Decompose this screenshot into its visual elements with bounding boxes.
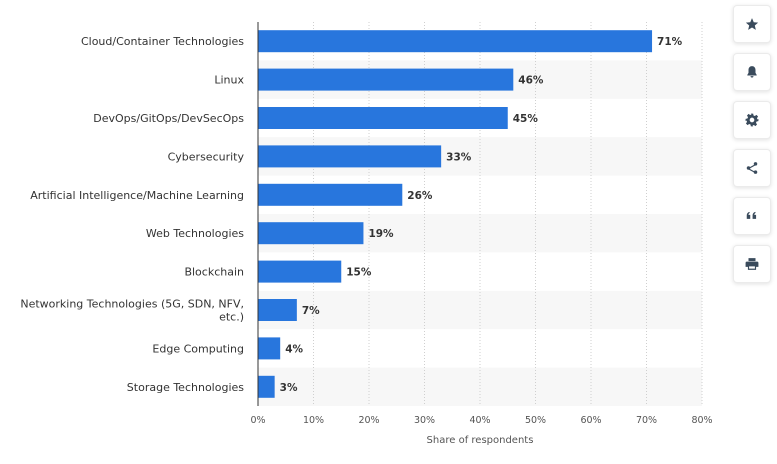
printer-icon [745,258,759,270]
print-button[interactable] [733,245,771,283]
value-label: 4% [285,343,303,355]
category-label: Networking Technologies (5G, SDN, NFV, et… [20,298,244,324]
side-toolbar [733,5,771,293]
category-label: Artificial Intelligence/Machine Learning [30,189,244,202]
x-tick-label: 60% [580,415,601,426]
x-tick-label: 0% [250,415,265,426]
value-label: 45% [513,113,539,125]
x-tick-label: 10% [303,415,324,426]
quote-icon [746,211,757,219]
x-tick-label: 80% [691,415,712,426]
bars [258,30,653,398]
favorite-button[interactable] [733,5,771,43]
x-tick-label: 40% [469,415,490,426]
value-label: 33% [446,151,472,163]
share-button[interactable] [733,149,771,187]
category-label: DevOps/GitOps/DevSecOps [93,112,244,125]
share-icon [746,162,758,174]
category-label: Linux [214,74,244,87]
bar-chart: Cloud/Container Technologies Linux DevOps/… [20,22,713,446]
value-labels: 71% 46% 45% 33% 26% 19% 15% 7% 4% 3% [280,36,683,394]
category-label: Blockchain [184,266,244,279]
bar[interactable] [258,68,514,91]
bar[interactable] [258,299,297,321]
category-label: Storage Technologies [127,381,244,394]
x-tick-label: 20% [358,415,379,426]
settings-button[interactable] [733,101,771,139]
bar[interactable] [258,337,281,360]
value-label: 71% [657,36,683,48]
bar[interactable] [258,375,275,398]
value-label: 26% [407,190,433,202]
value-label: 3% [280,382,298,394]
category-labels: Cloud/Container Technologies Linux DevOps/… [20,35,244,394]
bar[interactable] [258,30,653,53]
x-axis-ticks: 0% 10% 20% 30% 40% 50% 60% 70% 80% [250,415,712,426]
cite-button[interactable] [733,197,771,235]
bar[interactable] [258,107,508,129]
bar[interactable] [258,260,342,283]
category-label: Edge Computing [152,342,244,355]
star-icon [745,18,759,30]
x-tick-label: 70% [636,415,657,426]
bell-icon [747,66,757,78]
category-label: Cloud/Container Technologies [81,35,244,48]
value-label: 19% [368,228,394,240]
category-label: Cybersecurity [168,150,245,163]
bar[interactable] [258,145,442,168]
value-label: 7% [302,305,320,317]
bar[interactable] [258,222,364,245]
category-label: Web Technologies [146,227,244,240]
gear-icon [745,113,759,127]
notification-button[interactable] [733,53,771,91]
x-tick-label: 50% [525,415,546,426]
value-label: 46% [518,75,544,87]
x-tick-label: 30% [414,415,435,426]
bar[interactable] [258,183,403,206]
row-bands [258,60,702,406]
x-axis-title: Share of respondents [427,435,534,446]
value-label: 15% [346,267,372,279]
